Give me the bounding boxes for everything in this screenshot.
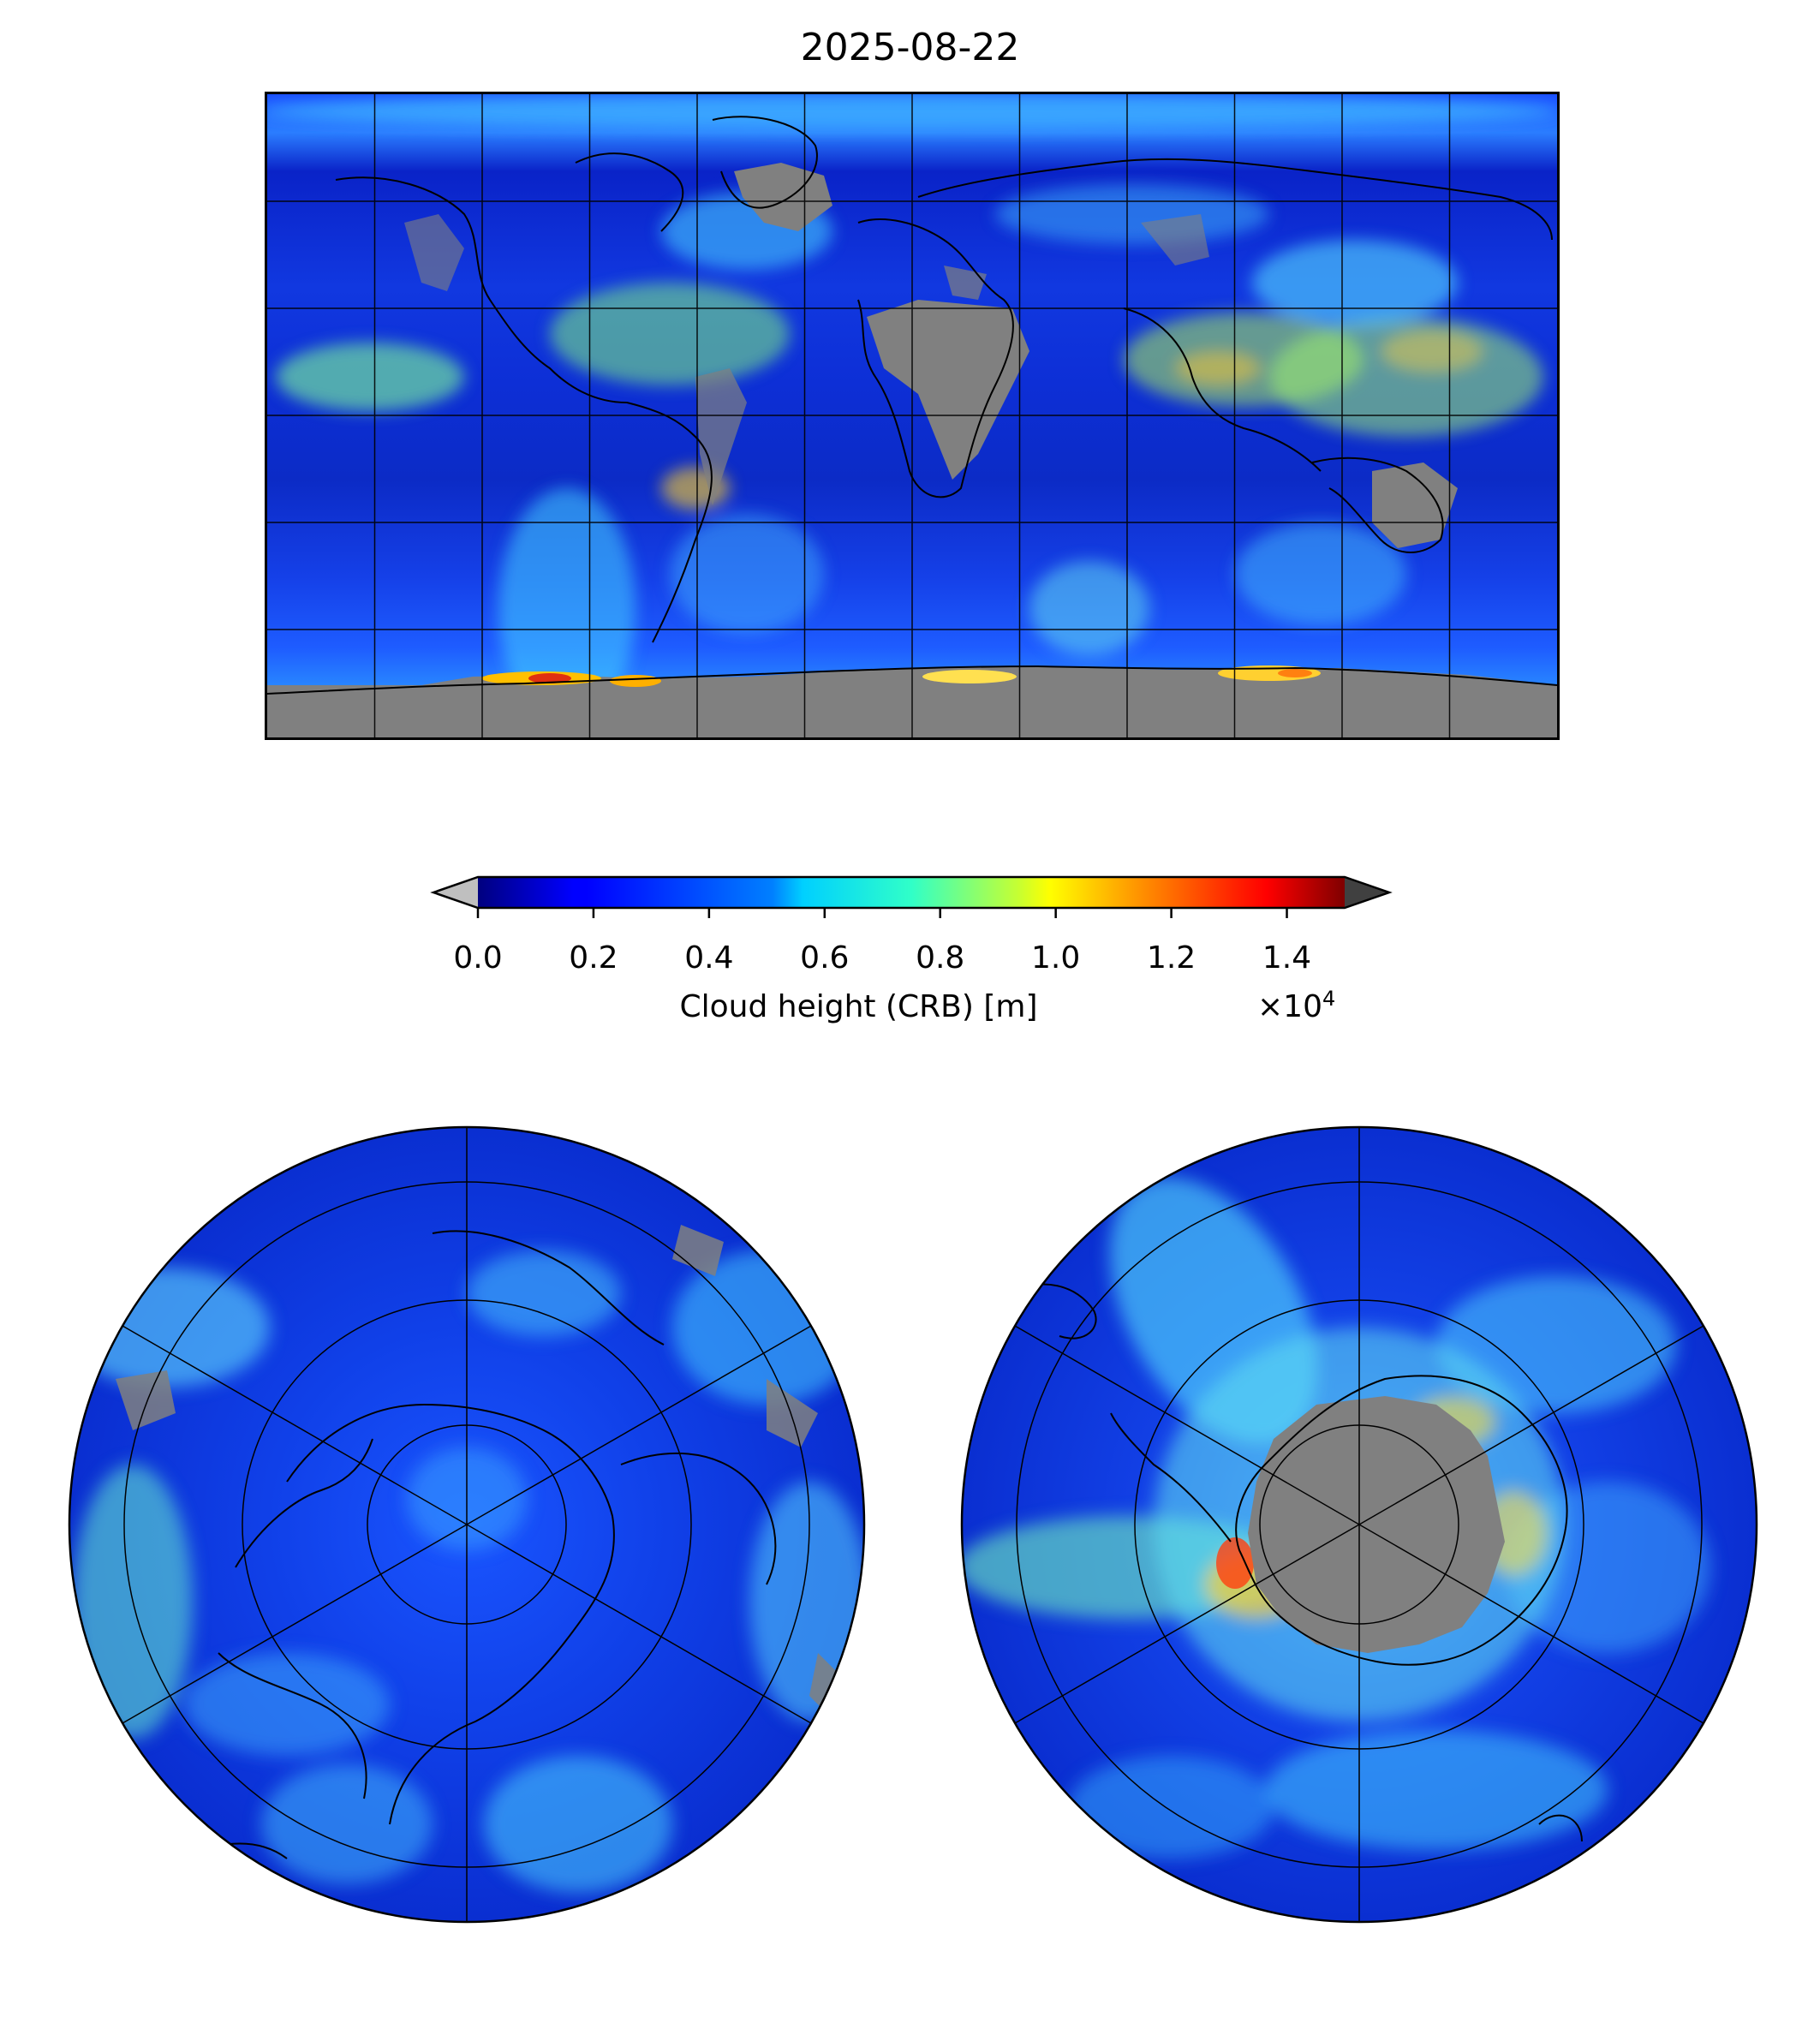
colorbar-tick-label: 0.4 bbox=[684, 940, 734, 976]
figure-title: 2025-08-22 bbox=[800, 26, 1020, 69]
colorbar-label-row: Cloud height (CRB) [m] bbox=[0, 989, 1820, 1024]
antarctica-no-data bbox=[1248, 1396, 1505, 1653]
global-map-canvas bbox=[267, 94, 1557, 737]
colorbar-label: Cloud height (CRB) [m] bbox=[679, 989, 1038, 1024]
global-map bbox=[265, 92, 1560, 740]
colorbar-tick-label: 1.4 bbox=[1262, 940, 1312, 976]
south-coastlines bbox=[1007, 1283, 1583, 1842]
colorbar-tick-label: 1.2 bbox=[1146, 940, 1196, 976]
south-graticule bbox=[1014, 1127, 1704, 1922]
colorbar-tick-label: 0.8 bbox=[916, 940, 965, 976]
colorbar-multiplier-exponent: 4 bbox=[1322, 987, 1336, 1011]
colorbar-under-extension bbox=[433, 877, 478, 908]
north-polar-map bbox=[68, 1125, 866, 1924]
north-map-boundary bbox=[68, 1125, 866, 1924]
north-graticule bbox=[122, 1127, 812, 1922]
colorbar-over-extension bbox=[1345, 877, 1389, 908]
south-high-cloud-peak bbox=[1216, 1537, 1254, 1589]
colorbar-ticks bbox=[476, 908, 1288, 918]
colorbar-tick-label: 0.2 bbox=[569, 940, 618, 976]
colorbar-multiplier: ×104 bbox=[1257, 987, 1335, 1024]
colorbar-tick-label: 1.0 bbox=[1031, 940, 1081, 976]
land-no-data bbox=[404, 163, 1458, 548]
south-map-boundary bbox=[960, 1125, 1758, 1924]
colorbar-multiplier-base: ×10 bbox=[1257, 989, 1322, 1024]
south-polar-map bbox=[960, 1125, 1758, 1924]
colorbar-tick-label: 0.6 bbox=[800, 940, 850, 976]
graticule bbox=[267, 94, 1557, 737]
colorbar-tick-label: 0.0 bbox=[453, 940, 503, 976]
antarctic-high-clouds bbox=[481, 665, 1321, 687]
colorbar-gradient bbox=[478, 877, 1345, 908]
coastlines bbox=[267, 116, 1557, 695]
